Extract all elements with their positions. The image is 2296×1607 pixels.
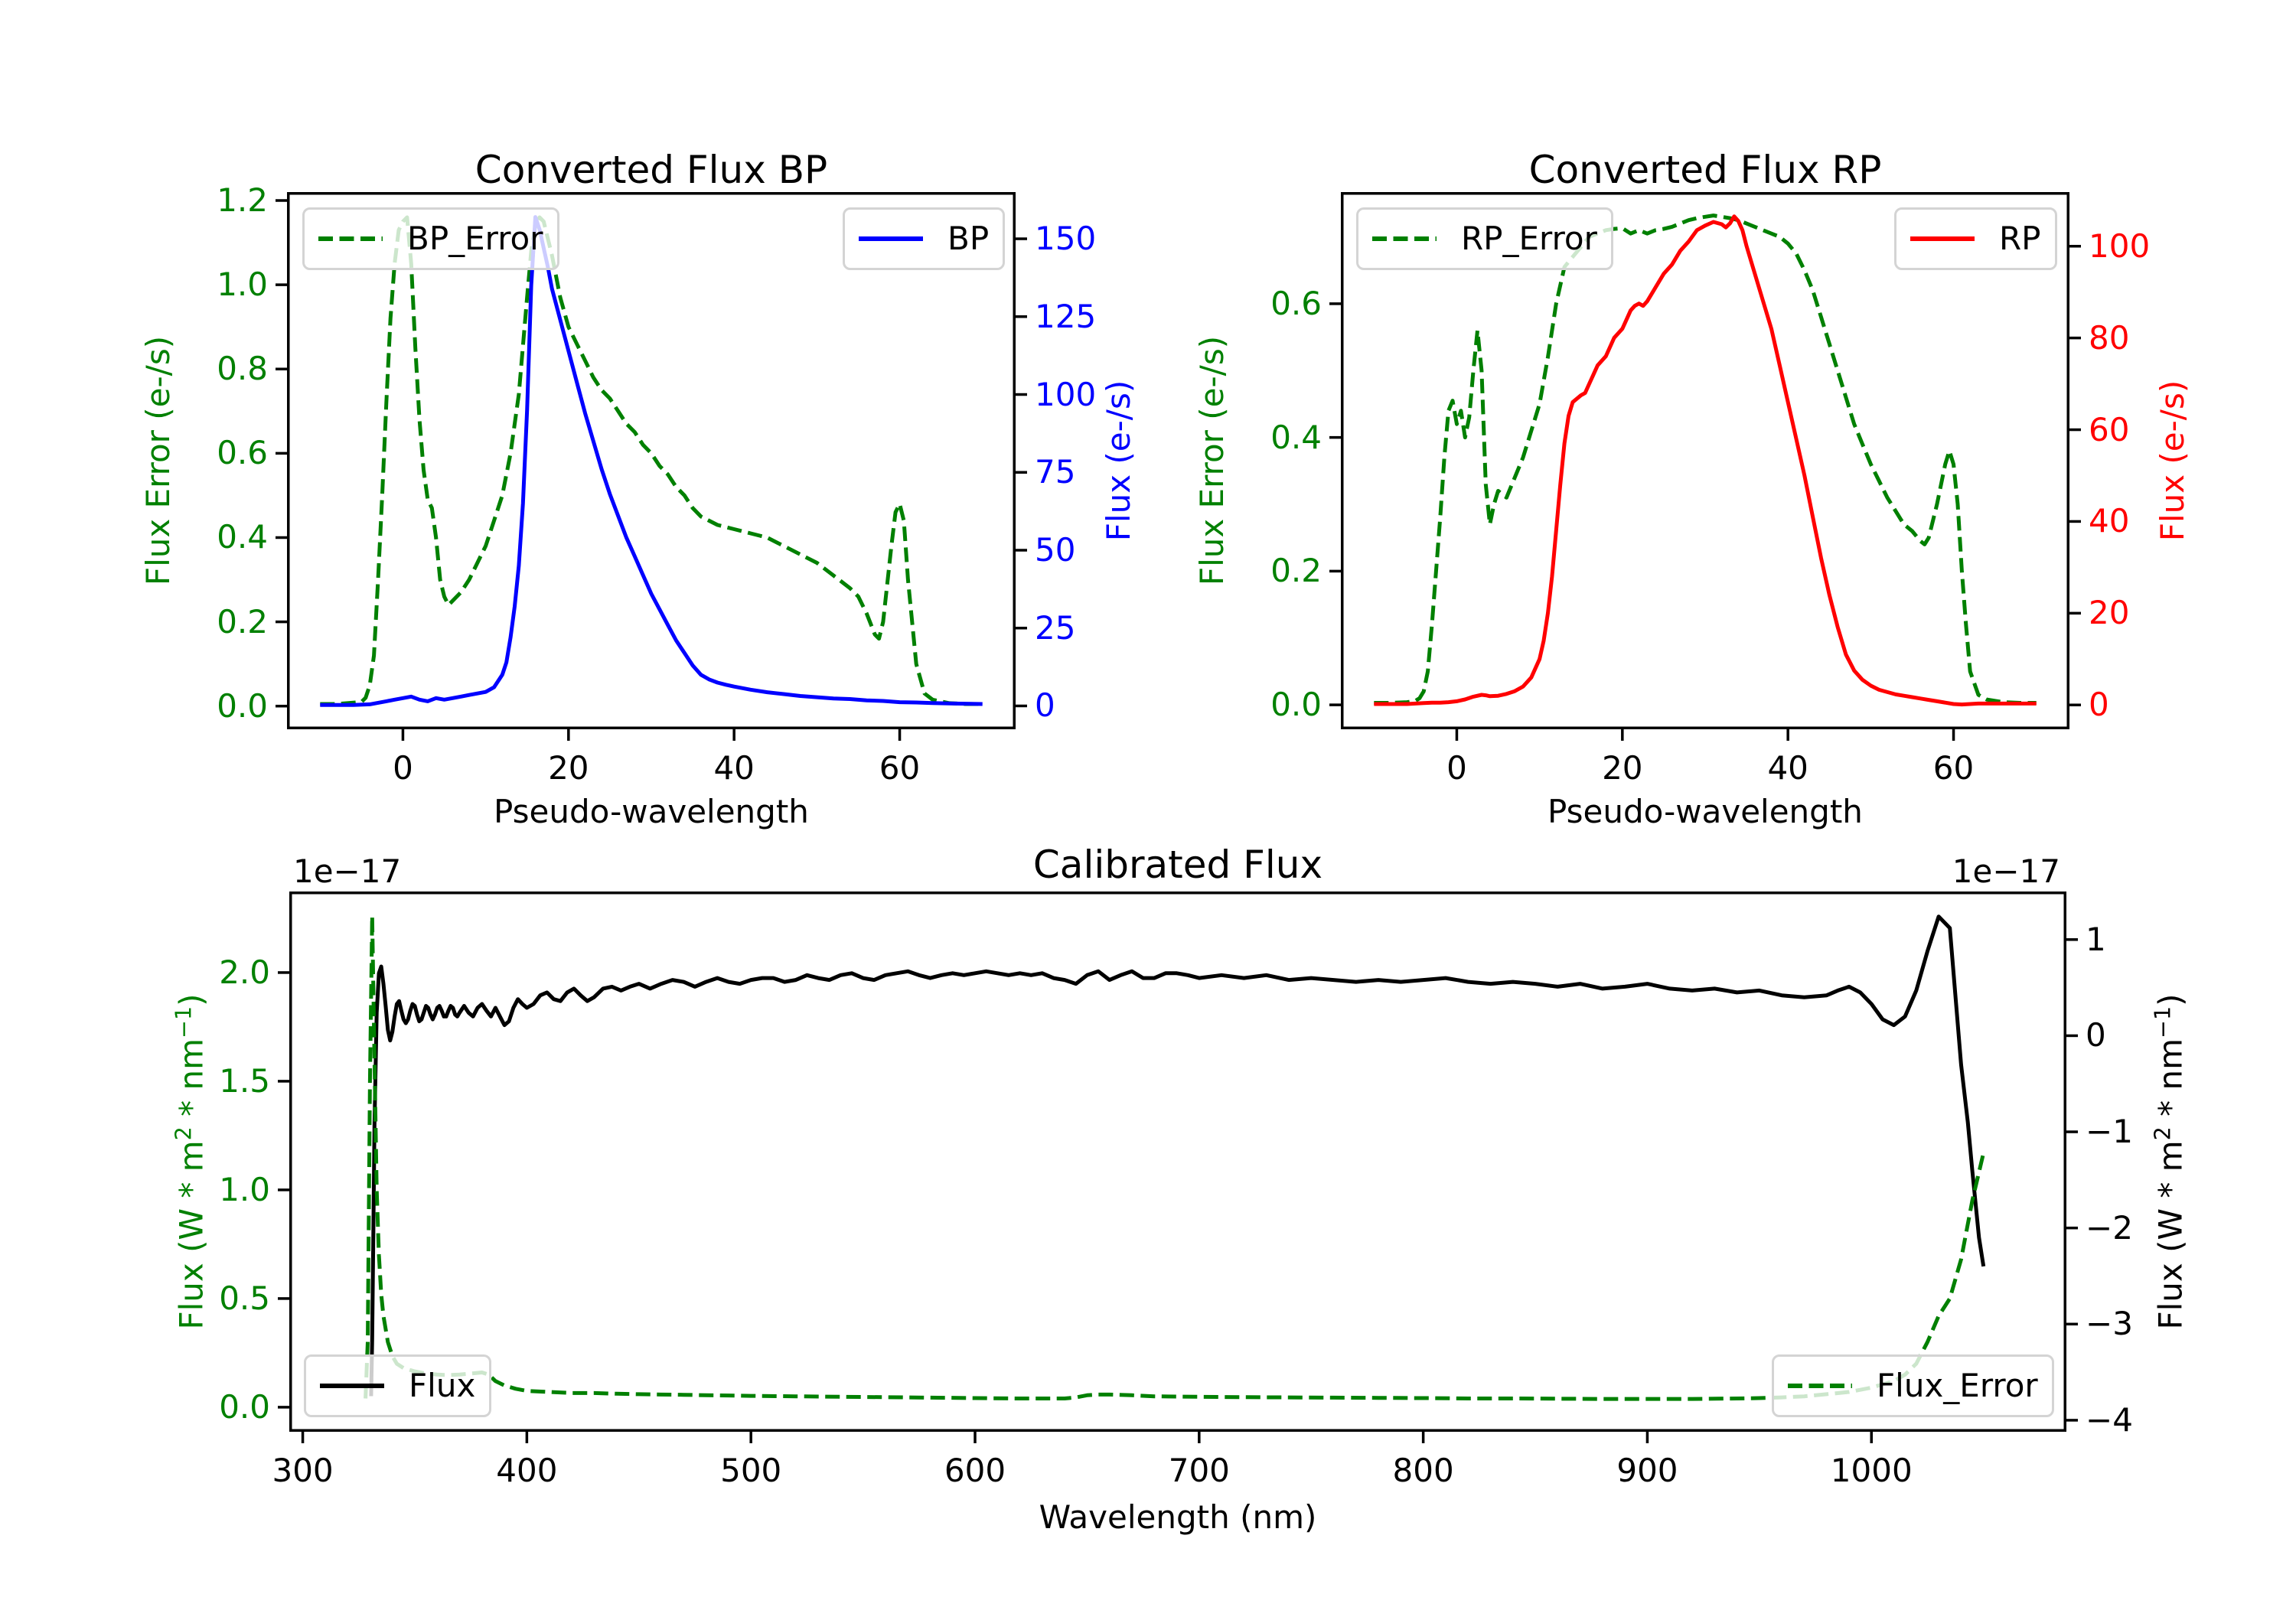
cal-tick-label: 600 [944,1452,1006,1489]
rp-tick-label: 0 [2089,686,2109,724]
bp-legend-line-icon [859,236,923,242]
cal-tick-label: 1.5 [219,1061,270,1100]
bp-tick-label: 60 [879,749,921,787]
cal-flux-error-legend-label: Flux_Error [1877,1367,2038,1404]
cal-yaxis-left-label: Flux (W * m2 * nm−1) [170,993,210,1330]
bp-tick-label: 50 [1035,531,1076,569]
cal-flux-error-legend: Flux_Error [1772,1354,2054,1418]
cal-tick-label: 2.0 [219,953,270,991]
rp-yaxis-right-label: Flux (e-/s) [2153,380,2191,542]
bp-tick-label: 0.0 [217,686,268,725]
cal-tick-label: 300 [272,1452,334,1489]
bp-error-legend-label: BP_Error [407,220,543,257]
cal-xaxis-label: Wavelength (nm) [1039,1498,1317,1536]
cal-tick-label: 0 [2086,1016,2106,1054]
cal-spines [289,892,2066,1432]
rp-tick-label: 60 [1932,749,1975,787]
bp-tick-label: 0.4 [217,518,268,556]
bp-tick-label: 0.6 [217,434,268,472]
bp-legend: BP [843,207,1006,271]
bp-tick-label: 0 [393,749,413,787]
bp-series-bp [320,215,983,707]
cal-tick-label: 700 [1168,1452,1230,1489]
rp-series-rp_error [1374,214,2037,705]
rp-legend-line-icon [1910,236,1975,242]
cal-left-offset-text: 1e−17 [293,852,402,890]
cal-flux-legend-label: Flux [409,1367,476,1404]
bp-yaxis-right-label: Flux (e-/s) [1099,380,1137,542]
rp-error-legend-line-icon [1372,236,1437,242]
bp-tick-label: 0 [1035,686,1055,725]
cal-tick-label: 500 [720,1452,782,1489]
cal-series-flux [369,914,1986,1397]
cal-yaxis-right-label: Flux (W * m2 * nm−1) [2149,993,2190,1330]
bp-tick-label: 0.2 [217,602,268,641]
cal-canvas [278,892,2078,1443]
rp-tick-label: 40 [1767,749,1808,787]
cal-tick-label: 1 [2086,920,2106,958]
rp-tick-label: 0.2 [1270,552,1322,590]
cal-flux-legend-line-icon [320,1384,384,1389]
rp-canvas [1329,192,2081,741]
cal-tick-label: 800 [1392,1452,1454,1489]
rp-yaxis-left-label: Flux Error (e-/s) [1192,335,1231,586]
rp-tick-label: 20 [1602,749,1643,787]
rp-xaxis-label: Pseudo-wavelength [1548,793,1863,830]
rp-tick-label: 20 [2089,594,2130,632]
cal-tick-label: −2 [2086,1208,2133,1247]
cal-tick-label: −4 [2086,1400,2133,1439]
cal-tick-label: −3 [2086,1305,2133,1343]
rp-chart-title: Converted Flux RP [1528,148,1882,192]
bp-tick-label: 150 [1035,220,1097,258]
rp-tick-label: 0.6 [1270,284,1322,322]
cal-tick-label: −1 [2086,1113,2133,1151]
rp-error-legend: RP_Error [1356,207,1613,271]
rp-tick-label: 80 [2089,318,2130,357]
rp-tick-label: 60 [2089,410,2130,448]
bp-tick-label: 1.2 [217,181,268,219]
bp-tick-label: 1.0 [217,266,268,304]
rp-plot-area: 0 20 40 60 0.0 0.2 0.4 0.6 0 20 40 60 80 100 [1270,192,2150,784]
bp-series-bp_error [320,215,983,706]
bp-tick-label: 75 [1035,453,1076,491]
rp-tick-label: 0.4 [1270,418,1322,456]
bp-spines [287,192,1016,729]
rp-tick-label: 0.0 [1270,686,1322,724]
rp-spines [1341,192,2069,729]
bp-tick-label: 100 [1035,375,1097,413]
bp-error-legend: BP_Error [302,207,559,271]
cal-tick-label: 1.0 [219,1170,270,1208]
bp-tick-label: 0.8 [217,350,268,388]
cal-tick-label: 0.0 [219,1387,270,1426]
cal-tick-label: 400 [496,1452,558,1489]
bp-tick-label: 25 [1035,608,1076,647]
rp-tick-label: 0 [1446,749,1467,787]
bp-error-legend-line-icon [318,236,383,242]
cal-flux-legend: Flux [304,1354,492,1418]
bp-legend-label: BP [947,220,990,257]
bp-yaxis-left-label: Flux Error (e-/s) [139,335,177,586]
bp-xaxis-label: Pseudo-wavelength [494,793,809,830]
rp-tick-label: 40 [2089,502,2130,540]
bp-tick-label: 125 [1035,297,1097,335]
rp-legend: RP [1894,207,2057,271]
cal-chart-title: Calibrated Flux [1032,843,1323,887]
cal-flux-error-legend-line-icon [1788,1384,1852,1389]
cal-tick-label: 0.5 [219,1279,270,1317]
bp-plot-area: 0 20 40 60 0.0 0.2 0.4 0.6 0.8 1.0 1.2 0 25 50 75 100 12… [217,184,1096,784]
rp-tick-label: 100 [2089,227,2151,265]
rp-legend-label: RP [1999,220,2041,257]
cal-tick-label: 1000 [1830,1452,1913,1489]
cal-tick-label: 900 [1616,1452,1678,1489]
cal-right-offset-text: 1e−17 [1952,852,2060,890]
bp-canvas [276,192,1027,741]
bp-tick-label: 40 [713,749,755,787]
bp-tick-label: 20 [548,749,589,787]
cal-plot-area: 300 400 500 600 700 800 900 1000 0.0 0.5 1.0 1.5 2.0… [219,892,2133,1487]
rp-series-rp [1374,214,2037,707]
rp-error-legend-label: RP_Error [1461,220,1597,257]
bp-chart-title: Converted Flux BP [475,148,828,192]
